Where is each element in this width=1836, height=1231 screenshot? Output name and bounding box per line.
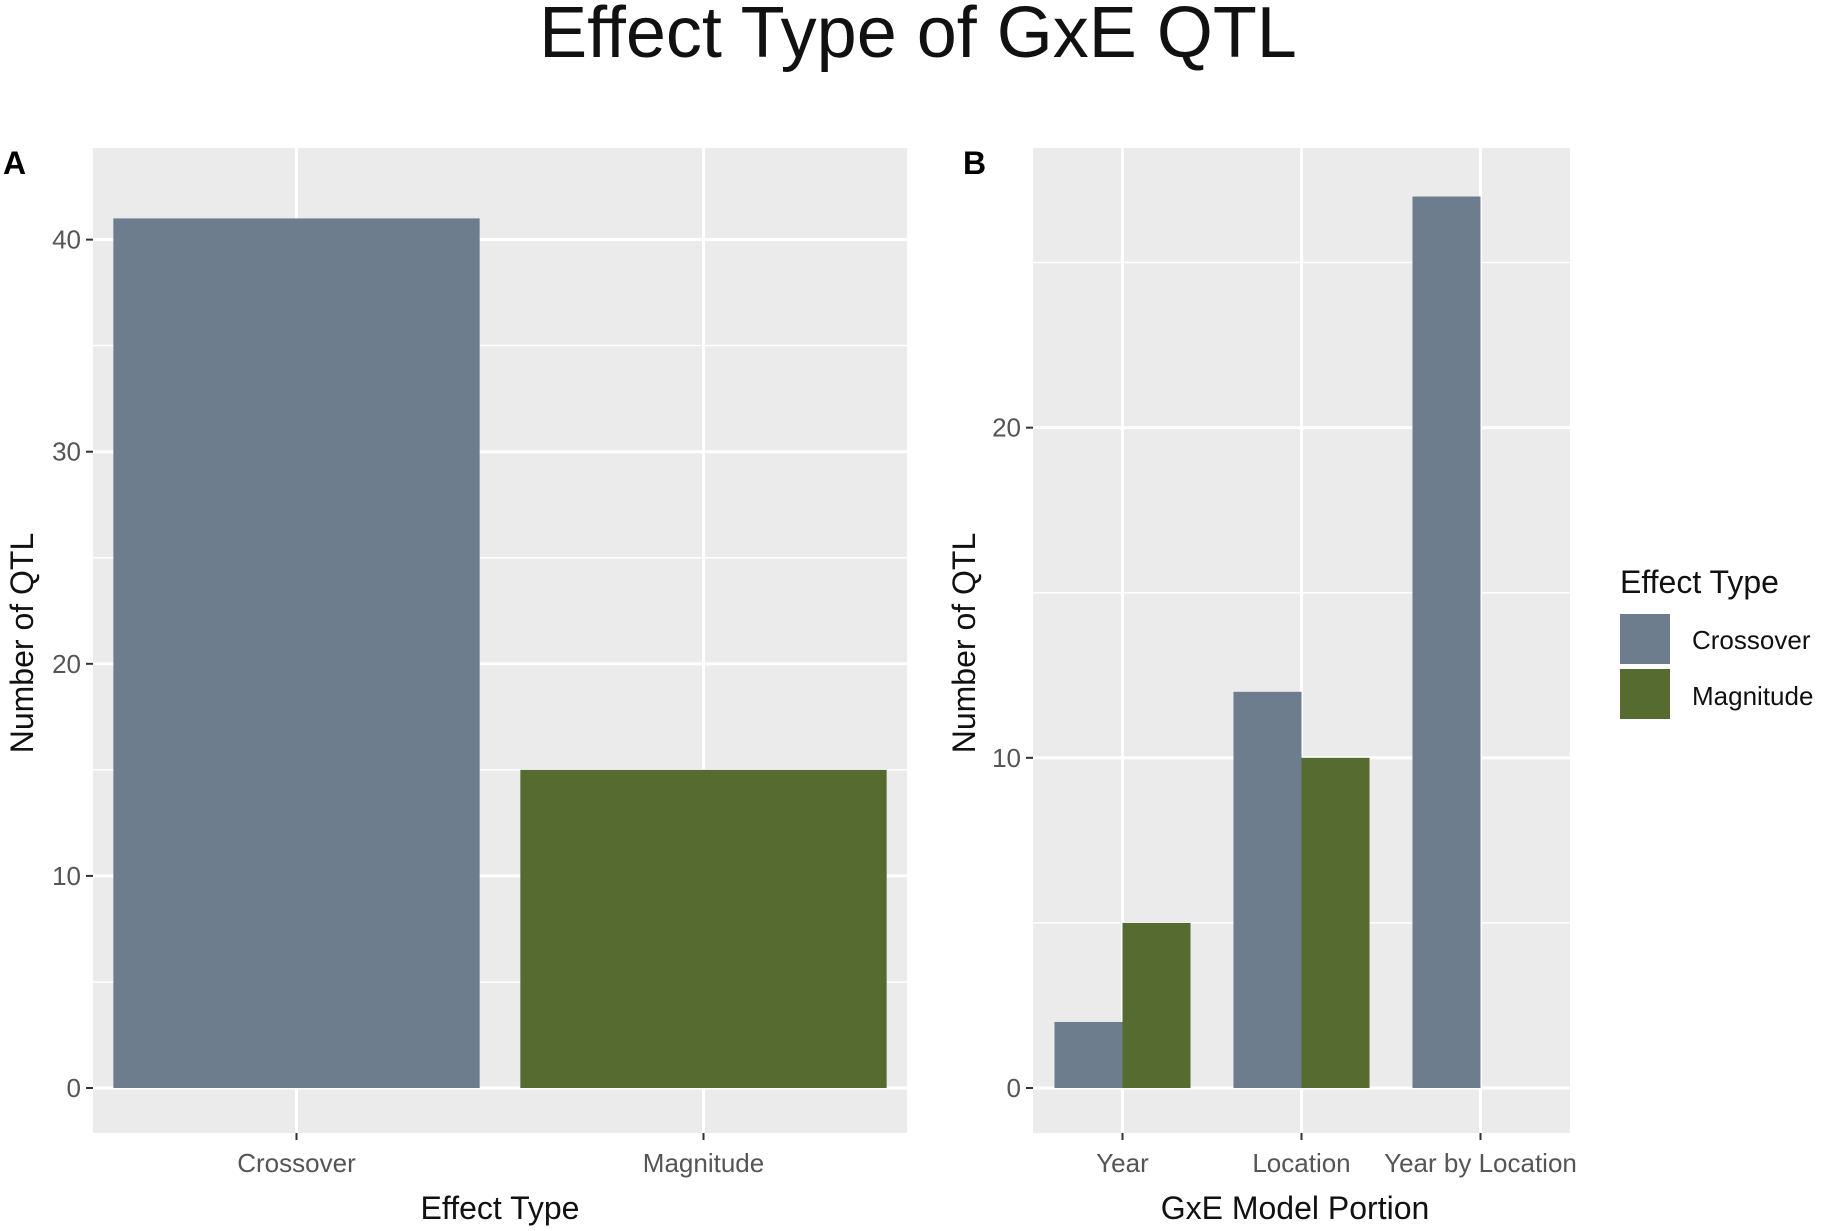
bar-year-magnitude	[1122, 922, 1191, 1088]
x-tick-label: Location	[1252, 1148, 1350, 1178]
panel-label-a: A	[3, 145, 26, 181]
bar-location-magnitude	[1301, 757, 1370, 1088]
x-ticks-a: Crossover Magnitude	[237, 1133, 764, 1178]
x-tick-label: Year	[1096, 1148, 1149, 1178]
bar-magnitude	[520, 769, 887, 1088]
x-tick-label: Year by Location	[1384, 1148, 1577, 1178]
x-axis-title-b: GxE Model Portion	[1161, 1190, 1430, 1226]
bar-year-crossover	[1054, 1021, 1123, 1088]
y-tick-label: 10	[52, 861, 81, 891]
y-axis-title-a: Number of QTL	[4, 533, 40, 754]
y-axis-title-b: Number of QTL	[946, 533, 982, 754]
panel-a: A 0 10 20 30 40 Crossover Magnitude Effect Ty…	[3, 145, 907, 1226]
y-tick-label: 10	[992, 743, 1021, 773]
y-tick-label: 30	[52, 437, 81, 467]
legend-swatch-magnitude	[1620, 669, 1670, 719]
y-ticks-a: 0 10 20 30 40	[52, 225, 93, 1103]
legend-label-crossover: Crossover	[1692, 625, 1811, 655]
bars-a	[113, 218, 887, 1089]
y-tick-label: 0	[1007, 1073, 1021, 1103]
legend-label-magnitude: Magnitude	[1692, 681, 1813, 711]
panel-label-b: B	[963, 145, 986, 181]
legend: Effect Type Crossover Magnitude	[1620, 564, 1813, 719]
bar-year-by-location-crossover	[1412, 196, 1481, 1089]
x-tick-label: Magnitude	[643, 1148, 764, 1178]
bar-location-crossover	[1233, 691, 1302, 1088]
x-ticks-b: Year Location Year by Location	[1096, 1133, 1577, 1178]
legend-title: Effect Type	[1620, 564, 1779, 600]
panel-b: B 0 10 20 Year Location Year by Location GxE…	[946, 145, 1577, 1226]
y-ticks-b: 0 10 20	[992, 413, 1033, 1103]
y-tick-label: 20	[992, 413, 1021, 443]
x-axis-title-a: Effect Type	[421, 1190, 580, 1226]
figure-title: Effect Type of GxE QTL	[539, 0, 1297, 73]
legend-swatch-crossover	[1620, 614, 1670, 664]
bars-b	[1054, 196, 1481, 1089]
y-tick-label: 0	[67, 1073, 81, 1103]
bar-crossover	[113, 218, 480, 1089]
y-tick-label: 40	[52, 225, 81, 255]
x-tick-label: Crossover	[237, 1148, 356, 1178]
y-tick-label: 20	[52, 649, 81, 679]
